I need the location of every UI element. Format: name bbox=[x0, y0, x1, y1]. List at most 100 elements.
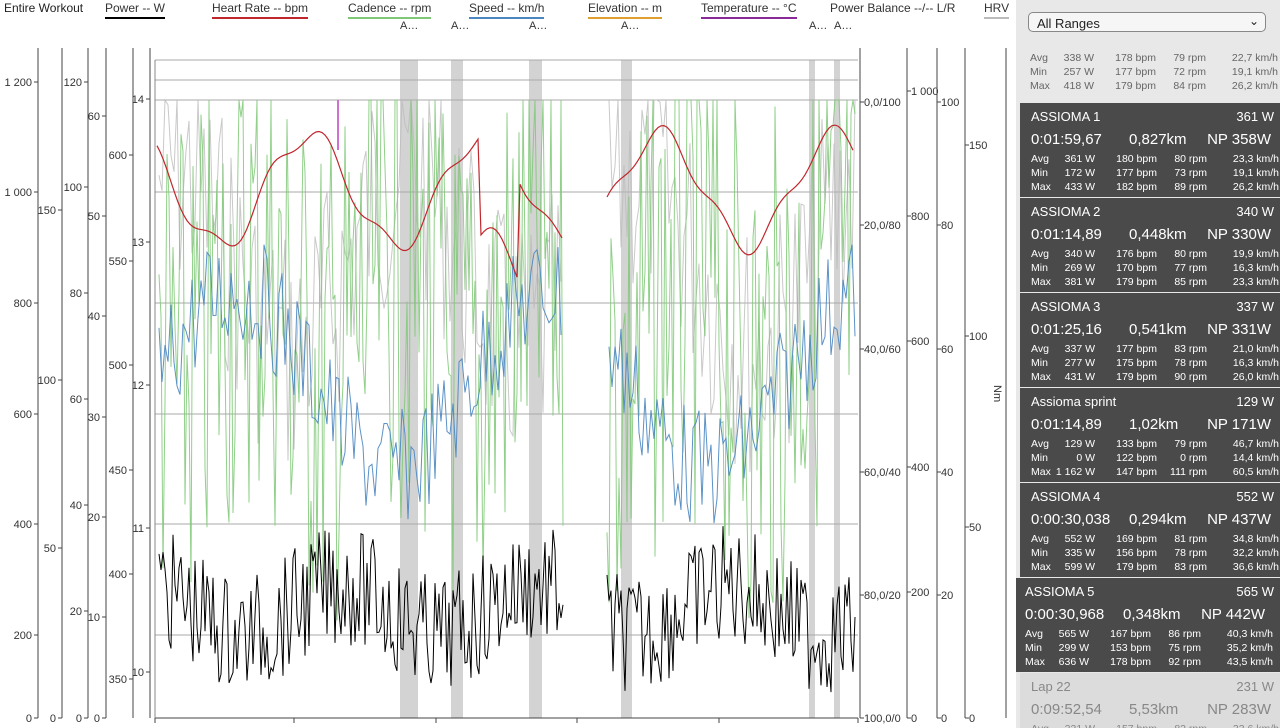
legend-power[interactable]: Power -- W bbox=[105, 1, 165, 19]
balance-axis-tick-label: 100,0/0 bbox=[864, 713, 901, 725]
range-card[interactable]: Lap 22 231 W 0:09:52,54 5,53km NP 283W Avg 231… bbox=[1020, 673, 1280, 728]
range-tag[interactable]: A… bbox=[529, 20, 548, 32]
balance-axis-tick-label: 0,0/100 bbox=[864, 97, 901, 109]
legend-power-balance[interactable]: Power Balance --/-- L/R bbox=[830, 1, 956, 15]
power-axis-tick-label: 1 200 bbox=[4, 77, 32, 89]
workout-chart[interactable]: 1 200 1 000 800 600 400 200 0 150 100 50 0 120 100 80… bbox=[0, 0, 1016, 728]
stat-label: Avg bbox=[1031, 438, 1049, 450]
range-avg-power: 361 W bbox=[1236, 109, 1274, 124]
stat-speed: 32,2 km/h bbox=[1232, 547, 1279, 559]
stat-speed: 43,5 km/h bbox=[1226, 656, 1273, 668]
stat-bpm: 167 bpm bbox=[1110, 628, 1151, 640]
range-card[interactable]: Assioma sprint 129 W 0:01:14,89 1,02km NP 17… bbox=[1020, 388, 1280, 482]
elevation-axis-tick-label: 550 bbox=[109, 256, 127, 268]
stat-label: Min bbox=[1031, 357, 1048, 369]
stat-rpm: 79 rpm bbox=[1174, 438, 1207, 450]
range-card[interactable]: ASSIOMA 4 552 W 0:00:30,038 0,294km NP 437W A… bbox=[1020, 483, 1280, 577]
range-avg-power: 337 W bbox=[1236, 299, 1274, 314]
range-duration: 0:01:59,67 bbox=[1031, 131, 1102, 148]
legend-speed[interactable]: Speed -- km/h bbox=[469, 1, 545, 19]
range-avg-power: 565 W bbox=[1236, 584, 1274, 599]
range-headline: 0:00:30,968 0,348km NP 442W bbox=[1025, 606, 1269, 624]
legend-heart-rate[interactable]: Heart Rate -- bpm bbox=[212, 1, 309, 19]
stat-rpm: 80 rpm bbox=[1174, 248, 1207, 260]
range-distance: 0,541km bbox=[1129, 321, 1187, 338]
stat-bpm: 153 bpm bbox=[1110, 642, 1151, 654]
stat-row: Min 0 W 122 bpm 0 rpm 14,4 km/h bbox=[1031, 452, 1279, 466]
stat-row: Max 599 W 179 bpm 83 rpm 36,6 km/h bbox=[1031, 561, 1279, 575]
range-distance: 0,827km bbox=[1129, 131, 1187, 148]
stat-speed: 35,2 km/h bbox=[1226, 642, 1273, 654]
speed-axis-tick-label: 60 bbox=[88, 111, 100, 123]
stat-bpm: 147 bpm bbox=[1116, 466, 1157, 478]
stat-watts: 1 162 W bbox=[1055, 466, 1095, 478]
stat-label: Min bbox=[1025, 642, 1042, 654]
right-hr-axis-tick-label: 0 bbox=[941, 713, 947, 725]
stat-row: Max 381 W 179 bpm 85 rpm 23,3 km/h bbox=[1031, 276, 1279, 290]
stat-bpm: 156 bpm bbox=[1116, 547, 1157, 559]
range-select[interactable]: All Ranges ⌄ bbox=[1028, 12, 1266, 32]
range-tag[interactable]: A… bbox=[400, 20, 419, 32]
stat-row: Min 277 W 175 bpm 78 rpm 16,3 km/h bbox=[1031, 357, 1279, 371]
speed-axis-tick-label: 50 bbox=[88, 211, 100, 223]
stat-label: Max bbox=[1031, 181, 1051, 193]
speed-trace bbox=[158, 244, 856, 524]
range-select-value: All Ranges bbox=[1037, 16, 1100, 31]
range-card[interactable]: ASSIOMA 1 361 W 0:01:59,67 0,827km NP 358W Av… bbox=[1020, 103, 1280, 197]
range-tag[interactable]: A… bbox=[621, 20, 640, 32]
range-distance: 5,53km bbox=[1129, 701, 1179, 718]
stat-bpm: 170 bpm bbox=[1116, 262, 1157, 274]
legend-cadence[interactable]: Cadence -- rpm bbox=[348, 1, 432, 19]
stat-row: Max 636 W 178 bpm 92 rpm 43,5 km/h bbox=[1025, 656, 1273, 670]
stat-rpm: 78 rpm bbox=[1174, 357, 1207, 369]
range-tag[interactable]: A… bbox=[834, 20, 853, 32]
range-duration: 0:01:14,89 bbox=[1031, 226, 1102, 243]
temperature-axis-tick-label: 10 bbox=[132, 667, 144, 679]
range-headline: 0:01:59,67 0,827km NP 358W bbox=[1031, 131, 1275, 149]
stat-speed: 22,7 km/h bbox=[1231, 52, 1278, 64]
range-distance: 0,294km bbox=[1129, 511, 1187, 528]
stat-speed: 23,3 km/h bbox=[1232, 153, 1279, 165]
cadence-axis-tick-label: 120 bbox=[64, 77, 82, 89]
heart-rate-axis-tick-label: 0 bbox=[50, 713, 56, 725]
stat-rpm: 84 rpm bbox=[1173, 80, 1206, 92]
range-card[interactable]: ASSIOMA 2 340 W 0:01:14,89 0,448km NP 330W Av… bbox=[1020, 198, 1280, 292]
stat-row: Avg 129 W 133 bpm 79 rpm 46,7 km/h bbox=[1031, 438, 1279, 452]
stat-label: Min bbox=[1031, 547, 1048, 559]
stat-watts: 257 W bbox=[1063, 66, 1094, 78]
stat-row: Min 257 W 177 bpm 72 rpm 19,1 km/h bbox=[1030, 66, 1278, 80]
stat-label: Max bbox=[1031, 466, 1051, 478]
stat-rpm: 89 rpm bbox=[1174, 181, 1207, 193]
stat-row: Min 335 W 156 bpm 78 rpm 32,2 km/h bbox=[1031, 547, 1279, 561]
range-highlight bbox=[529, 60, 542, 718]
range-card[interactable]: ASSIOMA 3 337 W 0:01:25,16 0,541km NP 331W Av… bbox=[1020, 293, 1280, 387]
stat-rpm: 72 rpm bbox=[1173, 66, 1206, 78]
legend-hrv[interactable]: HRV bbox=[984, 1, 1010, 19]
power-axis-tick-label: 400 bbox=[14, 519, 32, 531]
right-hr-axis-tick-label: 20 bbox=[941, 590, 953, 602]
legend-temperature[interactable]: Temperature -- °C bbox=[701, 1, 797, 19]
legend-elevation[interactable]: Elevation -- m bbox=[588, 1, 663, 19]
stat-rpm: 85 rpm bbox=[1174, 276, 1207, 288]
range-tag[interactable]: A… bbox=[451, 20, 470, 32]
cadence-axis-tick-label: 0 bbox=[76, 713, 82, 725]
elevation-axis-tick-label: 450 bbox=[109, 465, 127, 477]
torque-axis-tick-label: 0 bbox=[969, 713, 975, 725]
range-card[interactable]: ASSIOMA 5 565 W 0:00:30,968 0,348km NP 442W A… bbox=[1016, 578, 1280, 672]
range-duration: 0:01:14,89 bbox=[1031, 416, 1102, 433]
stat-row: Avg 552 W 169 bpm 81 rpm 34,8 km/h bbox=[1031, 533, 1279, 547]
stat-speed: 26,0 km/h bbox=[1232, 371, 1279, 383]
stat-speed: 40,3 km/h bbox=[1226, 628, 1273, 640]
stat-watts: 337 W bbox=[1064, 343, 1095, 355]
right-hr-axis-tick-label: 100 bbox=[941, 97, 959, 109]
range-name: ASSIOMA 5 bbox=[1025, 584, 1095, 599]
stat-watts: 636 W bbox=[1058, 656, 1089, 668]
torque-axis-tick-label: 50 bbox=[969, 522, 981, 534]
stat-rpm: 78 rpm bbox=[1174, 547, 1207, 559]
stat-rpm: 82 rpm bbox=[1174, 723, 1207, 728]
range-distance: 1,02km bbox=[1129, 416, 1179, 433]
range-tag[interactable]: A… bbox=[809, 20, 828, 32]
temperature-axis-tick-label: 12 bbox=[132, 380, 144, 392]
stat-label: Min bbox=[1031, 452, 1048, 464]
